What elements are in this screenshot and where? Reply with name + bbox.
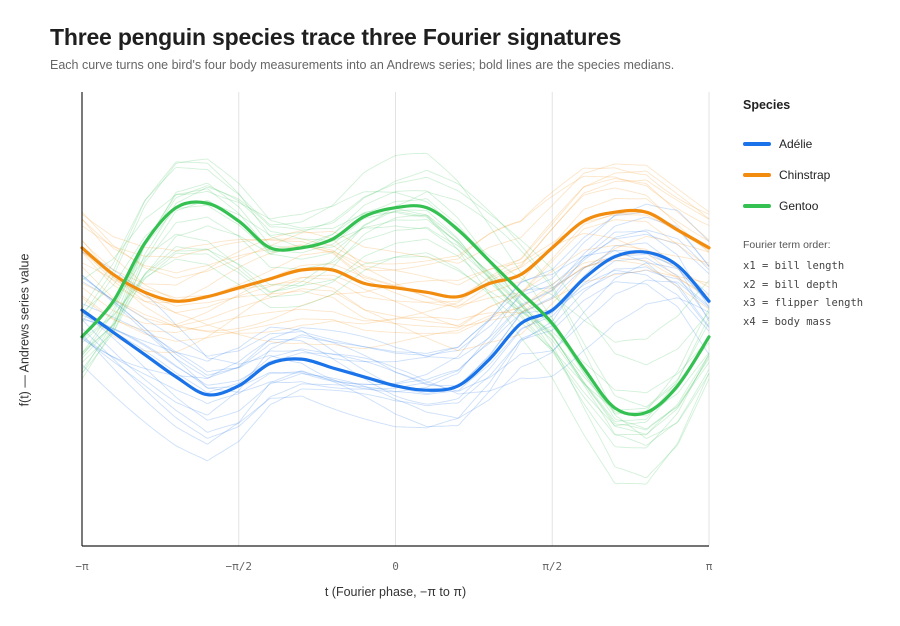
chart-title: Three penguin species trace three Fourie…: [50, 24, 622, 50]
individual-curve: [81, 182, 710, 479]
legend: Species Adélie Chinstrap Gentoo: [743, 98, 893, 221]
individual-curves: [81, 152, 710, 485]
individual-curve: [81, 188, 710, 485]
x-tick-labels: −π −π/2 0 π/2 π: [75, 560, 712, 573]
term-x3: x3 = flipper length: [743, 297, 864, 309]
term-x1: x1 = bill length: [743, 260, 845, 272]
individual-curve: [81, 211, 710, 329]
individual-curve: [81, 170, 710, 301]
x-axis-label: t (Fourier phase, −π to π): [324, 585, 467, 599]
individual-curve: [81, 249, 710, 394]
individual-curve: [81, 257, 710, 342]
individual-curve: [81, 167, 710, 271]
y-axis-label-wrap: f(t) — Andrews series value: [4, 230, 44, 430]
individual-curve: [81, 185, 710, 435]
legend-item-gentoo: Gentoo: [743, 190, 893, 221]
x-tick-label: 0: [392, 560, 399, 573]
individual-curve: [81, 175, 710, 265]
individual-curve: [81, 187, 710, 308]
individual-curve: [81, 269, 710, 389]
legend-item-chinstrap: Chinstrap: [743, 159, 893, 190]
individual-curve: [81, 214, 710, 332]
individual-curve: [81, 203, 710, 393]
individual-curve: [81, 190, 710, 449]
individual-curve: [81, 209, 710, 436]
individual-curve: [81, 179, 710, 298]
individual-curve: [81, 229, 710, 393]
x-tick-label: −π/2: [225, 560, 252, 573]
x-tick-label: −π: [75, 560, 89, 573]
individual-curve: [81, 266, 710, 433]
individual-curve: [81, 233, 710, 357]
legend-label-adelie: Adélie: [779, 136, 813, 151]
y-axis-label: f(t) — Andrews series value: [17, 253, 31, 407]
individual-curve: [81, 238, 710, 417]
terms-title: Fourier term order:: [743, 239, 831, 251]
fourier-terms: Fourier term order: x1 = bill length x2 …: [743, 239, 863, 331]
legend-title: Species: [743, 98, 791, 112]
individual-curve: [81, 253, 710, 373]
individual-curve: [81, 236, 710, 351]
individual-curve: [81, 250, 710, 404]
individual-curve: [81, 242, 710, 445]
individual-curve: [81, 163, 710, 279]
individual-curve: [81, 161, 710, 423]
individual-curve: [81, 158, 710, 408]
individual-curve: [81, 186, 710, 446]
term-x2: x2 = bill depth: [743, 278, 838, 291]
term-x4: x4 = body mass: [743, 315, 832, 328]
individual-curve: [81, 279, 710, 393]
legend-label-gentoo: Gentoo: [779, 198, 819, 213]
individual-curve: [81, 191, 710, 343]
individual-curve: [81, 216, 710, 430]
median-curve-gentoo: [80, 200, 711, 417]
individual-curve: [81, 262, 710, 421]
legend-label-chinstrap: Chinstrap: [779, 167, 831, 182]
individual-curve: [81, 230, 710, 416]
legend-swatch-gentoo: [743, 203, 771, 208]
median-curve-chinstrap: [80, 208, 711, 303]
axes: [81, 92, 709, 547]
individual-curve: [81, 219, 710, 328]
individual-curve: [81, 216, 710, 379]
individual-curve: [81, 233, 710, 334]
legend-swatch-chinstrap: [743, 172, 771, 177]
individual-curve: [81, 178, 710, 314]
individual-curve: [81, 197, 710, 309]
individual-curve: [81, 257, 710, 439]
legend-swatch-adelie: [743, 141, 771, 146]
x-tick-label: π: [706, 560, 713, 573]
individual-curve: [81, 152, 710, 415]
individual-curve: [81, 281, 710, 461]
individual-curve: [81, 211, 710, 376]
median-curve-adelie: [80, 250, 711, 397]
individual-curve: [81, 214, 710, 427]
individual-curve: [81, 269, 710, 334]
individual-curve: [81, 252, 710, 411]
grid-lines: [238, 92, 710, 546]
median-curves: [80, 200, 711, 417]
individual-curve: [81, 297, 710, 395]
x-tick-label: π/2: [542, 560, 562, 573]
chart-subtitle: Each curve turns one bird's four body me…: [50, 58, 675, 72]
individual-curve: [81, 270, 710, 405]
legend-item-adelie: Adélie: [743, 128, 893, 159]
